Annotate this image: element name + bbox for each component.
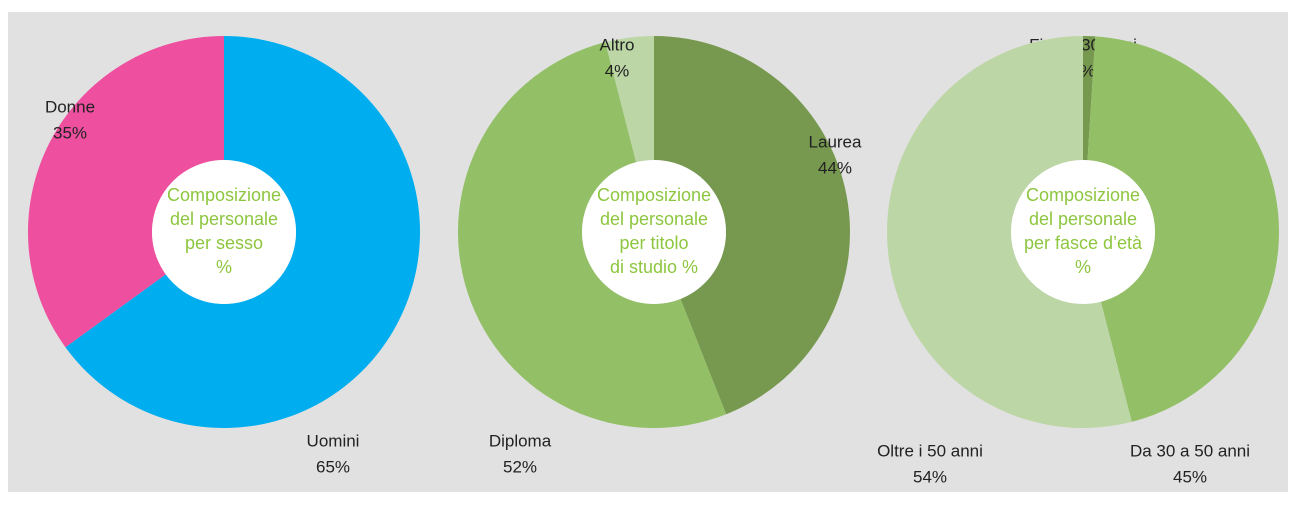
- slice: [458, 42, 727, 428]
- center-title: per titolo: [619, 233, 688, 253]
- donut-hole: [582, 160, 726, 304]
- slice: [654, 36, 850, 415]
- slice: [65, 36, 420, 429]
- center-title: %: [1075, 257, 1091, 277]
- center-title: per fasce d’età: [1024, 233, 1143, 253]
- center-title: Composizione: [167, 185, 281, 205]
- center-title: %: [216, 257, 232, 277]
- center-title: Composizione: [597, 185, 711, 205]
- slice-value: 44%: [818, 158, 852, 177]
- donut-hole: [1011, 160, 1155, 304]
- slice-label: Oltre i 50 anni: [877, 441, 983, 460]
- slice-label: Laurea: [809, 132, 862, 151]
- slice-label: Da 30 a 50 anni: [1130, 441, 1250, 460]
- center-title: di studio %: [610, 257, 698, 277]
- slice: [28, 36, 225, 348]
- slice-label: Uomini: [307, 431, 360, 450]
- slice: [1087, 36, 1279, 422]
- slice: [605, 36, 654, 163]
- slice: [1083, 36, 1096, 161]
- slice-label: Altro: [600, 35, 635, 54]
- center-title: per sesso: [185, 233, 263, 253]
- slice-value: 4%: [605, 61, 630, 80]
- slice-value: 52%: [503, 457, 537, 476]
- slice-value: 45%: [1173, 467, 1207, 486]
- center-title: Composizione: [1026, 185, 1140, 205]
- slice-value: 35%: [53, 123, 87, 142]
- donut-hole: [152, 160, 296, 304]
- slice-label: Diploma: [489, 431, 552, 450]
- slice: [886, 36, 1132, 428]
- center-title: del personale: [600, 209, 708, 229]
- slice-label: Donne: [45, 97, 95, 116]
- center-title: del personale: [1029, 209, 1137, 229]
- slice-value: 65%: [316, 457, 350, 476]
- slice-value: 54%: [913, 467, 947, 486]
- center-title: del personale: [170, 209, 278, 229]
